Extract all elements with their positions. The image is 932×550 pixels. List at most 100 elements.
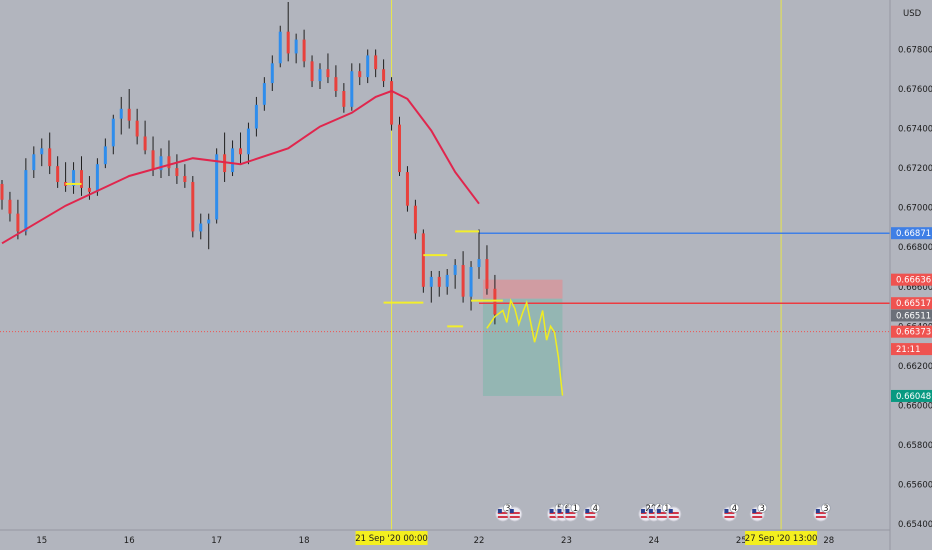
candle-body <box>437 276 441 287</box>
economic-event-icon: 3 <box>749 503 768 522</box>
price-tick-label: 0.67600 <box>898 85 932 95</box>
price-tick-label: 0.66000 <box>898 401 932 411</box>
candle-body <box>366 55 370 78</box>
time-tick-label: 18 <box>299 536 310 546</box>
candle-body <box>286 31 290 54</box>
price-label: 21:11 <box>896 345 921 355</box>
price-tick-label: 0.67200 <box>898 164 932 174</box>
time-axis[interactable]: 15 16 17 18 22 23 24 25 28 21 Sep '20 00:00 27 Sep… <box>0 529 890 546</box>
candle-body <box>485 259 489 289</box>
candle-body <box>270 63 274 84</box>
flag-canton <box>752 509 757 513</box>
candle-body <box>143 136 147 151</box>
candle-body <box>477 259 481 268</box>
flag-canton <box>815 509 820 513</box>
price-label: 0.66871 <box>896 229 931 239</box>
candle-body <box>421 233 425 287</box>
flag-stripe <box>549 516 560 518</box>
time-tick-label: 16 <box>124 536 135 546</box>
flag-stripe <box>585 512 596 514</box>
moving-average-line <box>1 89 480 245</box>
candle-body <box>342 90 346 107</box>
candle-body <box>72 170 76 186</box>
price-label: 0.66511 <box>896 311 931 321</box>
time-highlight-label: 21 Sep '20 00:00 <box>355 534 428 544</box>
flag-stripe <box>640 512 651 514</box>
flag-stripe <box>557 516 568 518</box>
price-label-bg <box>891 297 932 310</box>
event-count-bubble <box>729 503 740 513</box>
candle-body <box>382 69 386 82</box>
flag-stripe <box>752 512 763 514</box>
candle-body <box>199 223 203 232</box>
time-highlight-bg <box>355 531 428 545</box>
candle-body <box>32 154 36 171</box>
candle-body <box>40 148 44 155</box>
price-label-bg <box>891 343 932 356</box>
flag-canton <box>648 509 653 513</box>
candle-body <box>429 276 433 287</box>
candle-body <box>453 265 457 275</box>
time-tick-label: 15 <box>36 536 47 546</box>
candle-body <box>48 148 52 167</box>
candle-body <box>405 172 409 206</box>
candle-body <box>398 124 401 173</box>
candle-body <box>246 128 250 155</box>
price-label: 0.66517 <box>896 299 931 309</box>
flag-stripe <box>724 512 735 514</box>
plot-area[interactable]: 356142941433 <box>0 0 890 530</box>
candle-body <box>262 83 266 105</box>
candle-body <box>461 265 465 297</box>
economic-event-icon <box>666 506 682 522</box>
candle-body <box>0 183 4 200</box>
flag-canton <box>557 509 562 513</box>
flag-stripe <box>668 512 679 514</box>
price-tick-label: 0.65600 <box>898 481 932 491</box>
candle-body <box>215 154 219 220</box>
event-count: 3 <box>760 504 765 514</box>
candle-body <box>24 170 28 232</box>
candle-body <box>207 219 211 224</box>
flag-canton <box>640 509 645 513</box>
event-count: 1 <box>573 504 578 514</box>
price-tick-label: 0.66200 <box>898 362 932 372</box>
time-tick-label: 17 <box>211 536 222 546</box>
flag-stripe <box>509 512 520 514</box>
flag-canton <box>497 509 502 513</box>
candle-body <box>413 205 417 234</box>
candle-body <box>135 120 139 137</box>
event-count-bubble <box>757 503 768 513</box>
candle-body <box>358 71 362 78</box>
flag-stripe <box>668 516 679 518</box>
candle-body <box>159 156 163 171</box>
position-stop-zone <box>482 279 563 299</box>
flag-stripe <box>724 516 735 518</box>
candle-body <box>231 148 235 173</box>
candle-body <box>111 118 115 147</box>
candle-body <box>390 81 394 125</box>
candle-body <box>151 150 155 171</box>
candle-body <box>8 199 12 214</box>
candle-body <box>239 148 242 155</box>
candle-body <box>56 166 60 182</box>
price-tick-label: 0.66600 <box>898 283 932 293</box>
flag-canton <box>565 509 570 513</box>
flag-stripe <box>565 516 576 518</box>
price-axis[interactable]: USD 0.67800 0.67600 0.67400 0.67200 0.67000 0… <box>889 0 932 550</box>
time-highlight-bg <box>745 531 818 545</box>
flag-stripe <box>815 512 826 514</box>
economic-event-icon: 1 <box>562 503 581 522</box>
price-tick-label: 0.67000 <box>898 204 932 214</box>
flag-canton <box>585 509 590 513</box>
currency-label: USD <box>903 9 922 19</box>
price-label: 0.66048 <box>896 392 931 402</box>
price-label-bg <box>891 273 932 286</box>
flag-stripe <box>640 516 651 518</box>
candle-body <box>445 274 449 287</box>
flag-stripe <box>585 516 596 518</box>
candle-body <box>318 69 322 82</box>
candle-body <box>374 55 378 70</box>
candle-body <box>326 69 330 78</box>
